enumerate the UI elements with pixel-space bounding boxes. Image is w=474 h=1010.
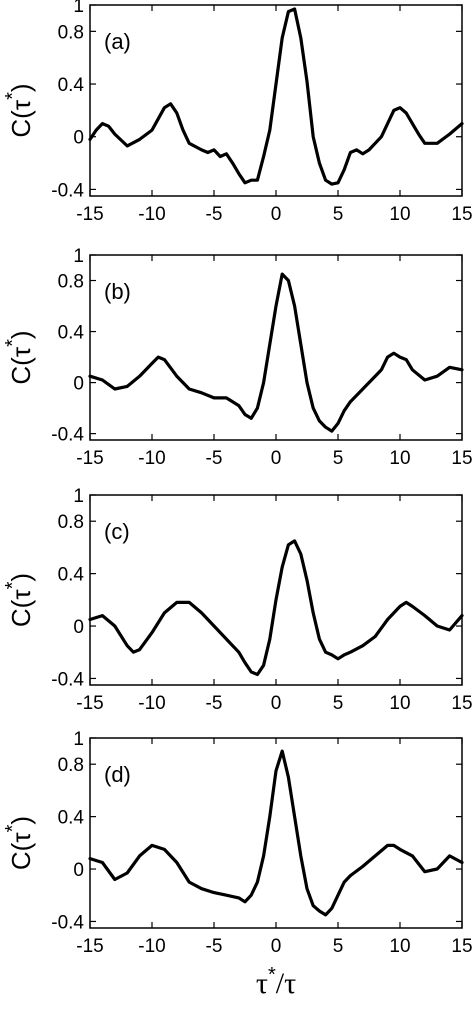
x-tick-label: 10 xyxy=(389,693,410,714)
y-tick-label: 0 xyxy=(73,617,84,638)
plot-frame xyxy=(89,4,463,197)
x-axis-label: τ*/τ xyxy=(256,964,296,1000)
x-tick-label: 5 xyxy=(333,936,344,957)
x-tick-label: -15 xyxy=(76,936,103,957)
y-tick-label: -0.4 xyxy=(51,912,84,933)
x-tick-label: 15 xyxy=(451,204,472,225)
x-tick-label: -15 xyxy=(76,448,103,469)
x-tick-label: 0 xyxy=(271,448,282,469)
x-tick-label: -15 xyxy=(76,693,103,714)
y-tick-label: 0.8 xyxy=(58,512,84,533)
y-tick-label: -0.4 xyxy=(51,425,84,446)
x-tick-label: -10 xyxy=(138,448,165,469)
x-tick-label: 15 xyxy=(451,693,472,714)
x-tick-label: 15 xyxy=(451,448,472,469)
x-tick-label: 10 xyxy=(389,204,410,225)
chart-panel-3: -0.4 0 0.4 0.8 1 -15 -10 -5 0 5 10 15 C(τ*) (c) xyxy=(2,486,473,714)
series-line xyxy=(88,539,464,677)
x-tick-label: 0 xyxy=(271,693,282,714)
chart-panel-2: -0.4 0 0.4 0.8 1 -15 -10 -5 0 5 10 15 C(τ*) (b) xyxy=(2,246,473,469)
x-tick-label: -10 xyxy=(138,204,165,225)
panel-label: (d) xyxy=(104,762,131,787)
x-tick-label: 0 xyxy=(271,936,282,957)
series-line xyxy=(88,272,464,433)
x-tick-label: 10 xyxy=(389,448,410,469)
y-tick-label: -0.4 xyxy=(51,180,84,201)
y-tick-label: 0 xyxy=(73,128,84,149)
panel-label: (c) xyxy=(104,519,130,544)
x-tick-label: -10 xyxy=(138,693,165,714)
x-tick-label: 5 xyxy=(333,693,344,714)
y-axis-label: C(τ*) xyxy=(2,330,36,384)
series-line xyxy=(88,7,464,186)
chart-panel-1: -0.4 0 0.4 0.8 1 -15 -10 -5 0 5 10 15 C(τ*) (a) xyxy=(2,0,473,225)
x-tick-label: -15 xyxy=(76,204,103,225)
x-tick-label: -5 xyxy=(206,204,223,225)
y-tick-label: 1 xyxy=(73,486,84,507)
x-tick-label: 5 xyxy=(333,448,344,469)
y-tick-label: -0.4 xyxy=(51,669,84,690)
y-tick-label: 0.4 xyxy=(58,75,85,96)
plot-frame xyxy=(89,254,463,441)
y-tick-label: 0.4 xyxy=(58,565,85,586)
y-tick-label: 0.4 xyxy=(58,808,85,829)
panel-label: (b) xyxy=(104,279,131,304)
y-tick-label: 0.8 xyxy=(58,22,84,43)
y-tick-label: 1 xyxy=(73,0,84,17)
y-tick-label: 0.8 xyxy=(58,755,84,776)
x-tick-label: 0 xyxy=(271,204,282,225)
x-tick-label: 15 xyxy=(451,936,472,957)
plot-frame xyxy=(89,494,463,686)
series-line xyxy=(88,749,464,917)
x-tick-label: -5 xyxy=(206,448,223,469)
panel-label: (a) xyxy=(104,29,131,54)
y-tick-label: 1 xyxy=(73,729,84,750)
x-tick-label: -10 xyxy=(138,936,165,957)
y-axis-label: C(τ*) xyxy=(2,573,36,627)
chart-panel-4: -0.4 0 0.4 0.8 1 -15 -10 -5 0 5 10 15 C(τ*) (d) τ*/τ xyxy=(2,729,473,1000)
y-axis-label: C(τ*) xyxy=(2,83,36,137)
x-tick-label: -5 xyxy=(206,693,223,714)
x-tick-label: 10 xyxy=(389,936,410,957)
x-tick-label: -5 xyxy=(206,936,223,957)
x-tick-label: 5 xyxy=(333,204,344,225)
y-tick-label: 0.8 xyxy=(58,272,84,293)
y-axis-label: C(τ*) xyxy=(2,816,36,870)
y-tick-label: 0 xyxy=(73,374,84,395)
y-tick-label: 0 xyxy=(73,860,84,881)
y-tick-label: 0.4 xyxy=(58,323,85,344)
y-tick-label: 1 xyxy=(73,246,84,267)
